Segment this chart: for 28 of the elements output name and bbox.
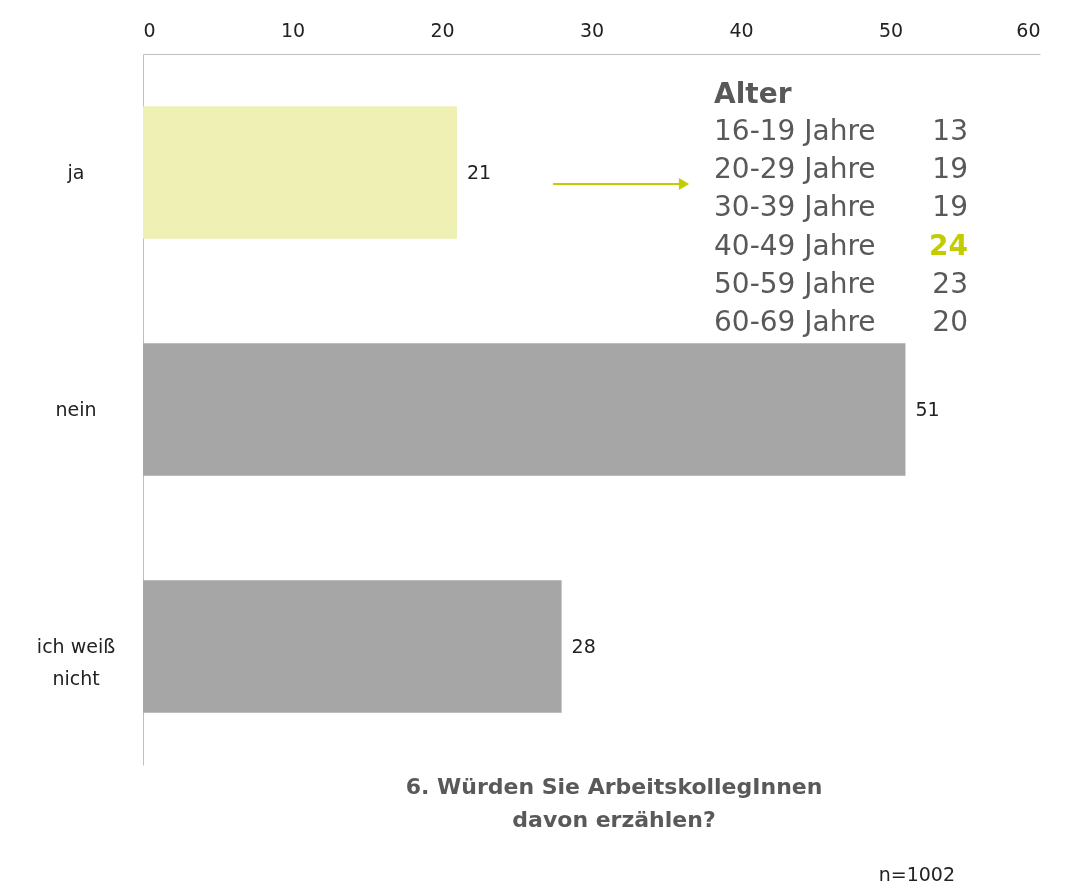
text: 6. Würden Sie ArbeitskollegInnen davon erzählen? xyxy=(405,774,823,832)
x-tick-label: 20 xyxy=(430,18,455,41)
annotation: 60-69 Jahre xyxy=(714,305,876,338)
y-tick-label: ja xyxy=(66,160,85,183)
annotation: 24 xyxy=(929,228,968,262)
x-tick-label: 10 xyxy=(280,18,306,41)
x-tick-label: 60 xyxy=(1016,18,1041,41)
y-tick-label: nein xyxy=(55,397,97,420)
annotation: 19 xyxy=(932,152,968,186)
annotation: Alter xyxy=(714,77,792,110)
text: n=1002 xyxy=(878,863,955,885)
data-label: 21 xyxy=(466,160,492,183)
annotation: 20 xyxy=(932,305,968,338)
data-label: 51 xyxy=(915,397,940,420)
annotation: 16-19 Jahre xyxy=(714,114,876,147)
annotation: 23 xyxy=(932,266,968,300)
x-tick-label: 0 xyxy=(143,18,156,41)
annotation: 13 xyxy=(932,114,968,147)
data-label: 28 xyxy=(571,634,596,657)
y-tick-label: ich weiß nicht xyxy=(36,634,116,689)
x-tick-label: 40 xyxy=(729,18,754,41)
x-tick-label: 30 xyxy=(579,18,605,41)
annotation: 40-49 Jahre xyxy=(714,228,876,262)
x-tick-label: 50 xyxy=(878,18,904,41)
annotation: 19 xyxy=(932,190,968,224)
annotation: 20-29 Jahre xyxy=(714,152,876,186)
annotation: 50-59 Jahre xyxy=(714,266,876,300)
annotation: 30-39 Jahre xyxy=(714,190,876,224)
